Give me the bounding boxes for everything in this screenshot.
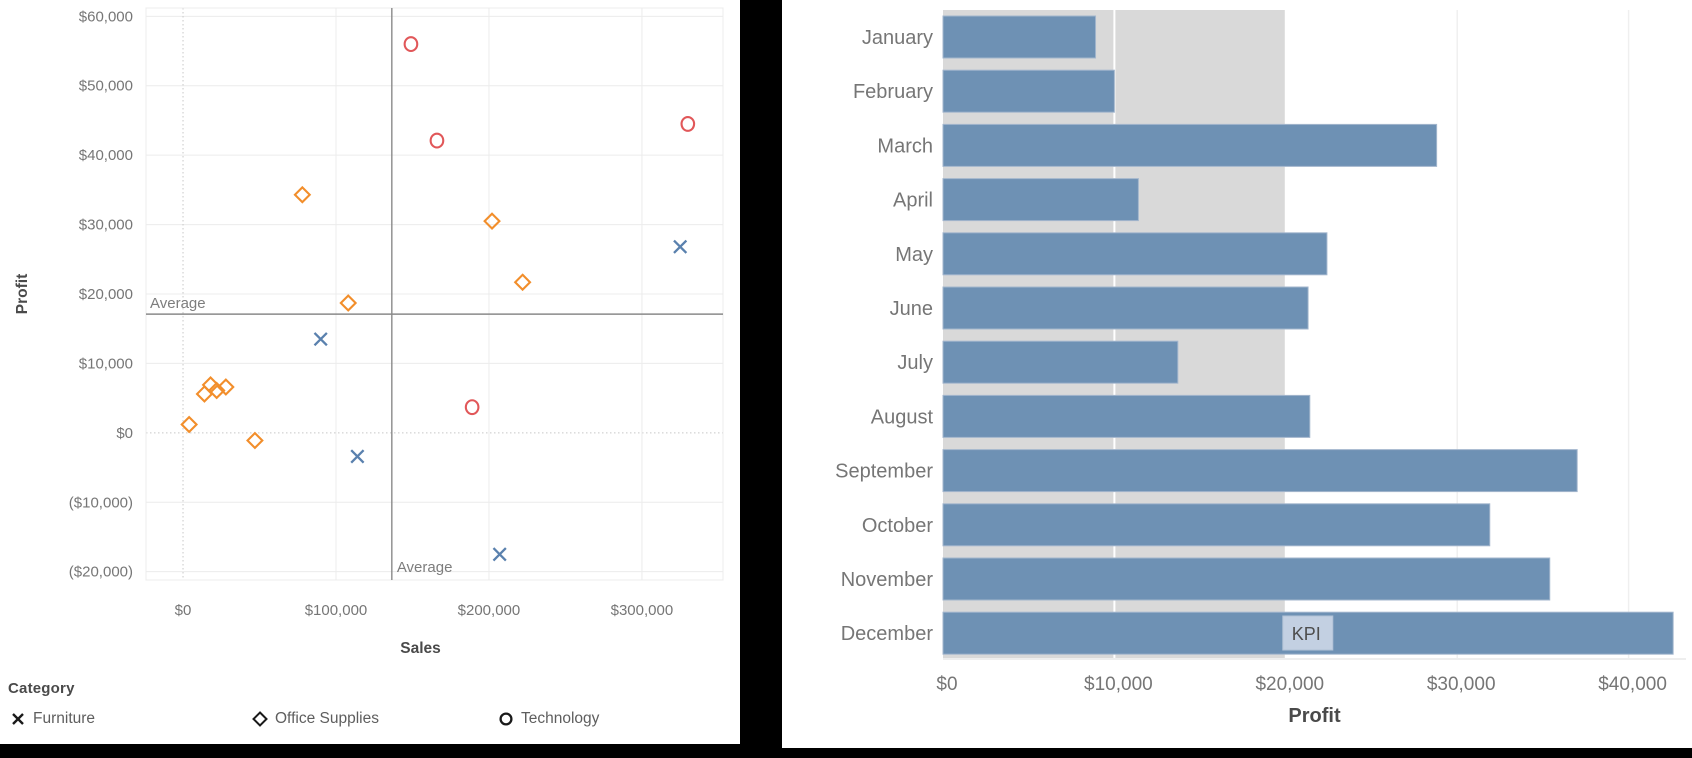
- x-tick-label: $0: [175, 602, 192, 619]
- scatter-mark-technology[interactable]: [403, 36, 419, 53]
- y-tick-label: ($10,000): [69, 494, 133, 511]
- scatter-mark-technology[interactable]: [429, 132, 445, 149]
- scatter-mark-office-supplies[interactable]: [483, 212, 501, 230]
- scatter-mark-office-supplies[interactable]: [513, 273, 532, 292]
- profit-bar[interactable]: [942, 286, 1309, 330]
- y-tick-label: ($20,000): [69, 564, 133, 581]
- month-label: October: [862, 515, 933, 537]
- avg-sales-label: Average: [397, 559, 453, 576]
- profit-bar[interactable]: [942, 557, 1551, 601]
- month-label: September: [835, 461, 933, 483]
- kpi-label-box: [1282, 615, 1334, 651]
- y-tick-label: $40,000: [79, 147, 133, 164]
- x-tick-label: $100,000: [305, 602, 368, 619]
- scatter-mark-office-supplies[interactable]: [246, 431, 264, 450]
- y-axis-title: Profit: [14, 274, 31, 314]
- y-tick-label: $0: [116, 425, 133, 442]
- scatter-mark-furniture[interactable]: [313, 332, 328, 347]
- profit-bar[interactable]: [942, 503, 1491, 547]
- legend-label: Technology: [521, 710, 600, 727]
- y-tick-label: $20,000: [79, 286, 133, 303]
- month-label: November: [841, 569, 934, 591]
- x-tick-label: $10,000: [1084, 674, 1153, 695]
- profit-bar[interactable]: [942, 178, 1139, 222]
- legend-item-furniture[interactable]: Furniture: [10, 706, 95, 732]
- kpi-label: KPI: [1292, 624, 1321, 644]
- profit-bar[interactable]: [942, 15, 1097, 59]
- scatter-mark-office-supplies[interactable]: [207, 381, 226, 400]
- month-label: December: [841, 623, 934, 645]
- x-tick-label: $0: [936, 674, 957, 695]
- x-marker-icon: [12, 713, 24, 725]
- scatter-plot-surface[interactable]: ($20,000) ($10,000) $0 $10,000 $20,000 $30,00…: [0, 0, 740, 744]
- x-tick-label: $30,000: [1427, 674, 1496, 695]
- scatter-mark-furniture[interactable]: [492, 547, 507, 562]
- x-axis-title: Sales: [400, 640, 441, 657]
- legend-item-technology[interactable]: Technology: [498, 706, 599, 732]
- month-label: July: [897, 352, 933, 374]
- circle-marker-icon: [499, 712, 513, 726]
- plot-border: [145, 7, 724, 581]
- x-tick-label: $20,000: [1255, 674, 1324, 695]
- avg-profit-label: Average: [150, 295, 206, 312]
- scatter-mark-office-supplies[interactable]: [339, 294, 358, 312]
- scatter-mark-office-supplies[interactable]: [180, 415, 199, 434]
- bar-panel: January February March April May June July Augu…: [782, 0, 1692, 748]
- legend-label: Office Supplies: [275, 710, 379, 727]
- profit-bar[interactable]: [942, 123, 1438, 167]
- legend-label: Furniture: [33, 710, 96, 727]
- scatter-mark-technology[interactable]: [680, 115, 696, 132]
- scatter-mark-furniture[interactable]: [673, 239, 688, 254]
- bar-plot-surface[interactable]: January February March April May June July Augu…: [782, 0, 1692, 748]
- scatter-mark-technology[interactable]: [464, 399, 480, 416]
- x-tick-label: $300,000: [611, 602, 674, 619]
- y-tick-label: $10,000: [79, 355, 133, 372]
- month-label: April: [893, 190, 933, 212]
- diamond-marker-icon: [252, 711, 268, 727]
- month-label: February: [853, 81, 933, 103]
- profit-bar[interactable]: [942, 449, 1578, 493]
- profit-bar[interactable]: [942, 340, 1179, 384]
- month-label: January: [862, 27, 933, 49]
- x-axis-title: Profit: [1288, 705, 1341, 727]
- month-label: May: [895, 244, 933, 266]
- x-tick-label: $200,000: [458, 602, 521, 619]
- category-legend: Furniture Office Supplies Technology: [0, 706, 740, 732]
- y-tick-label: $60,000: [79, 8, 133, 25]
- scatter-mark-office-supplies[interactable]: [293, 185, 312, 204]
- legend-item-office-supplies[interactable]: Office Supplies: [252, 706, 379, 732]
- month-label: March: [877, 135, 933, 157]
- scatter-mark-office-supplies[interactable]: [216, 378, 235, 396]
- y-tick-label: $50,000: [79, 78, 133, 95]
- legend-title: Category: [8, 680, 75, 697]
- profit-bar[interactable]: [942, 69, 1115, 113]
- scatter-mark-furniture[interactable]: [350, 449, 365, 464]
- month-label: June: [890, 298, 933, 320]
- scatter-panel: ($20,000) ($10,000) $0 $10,000 $20,000 $30,00…: [0, 0, 740, 744]
- x-tick-label: $40,000: [1598, 674, 1667, 695]
- month-label: August: [871, 406, 934, 428]
- profit-bar[interactable]: [942, 232, 1328, 276]
- profit-bar[interactable]: [942, 394, 1311, 438]
- y-tick-label: $30,000: [79, 217, 133, 234]
